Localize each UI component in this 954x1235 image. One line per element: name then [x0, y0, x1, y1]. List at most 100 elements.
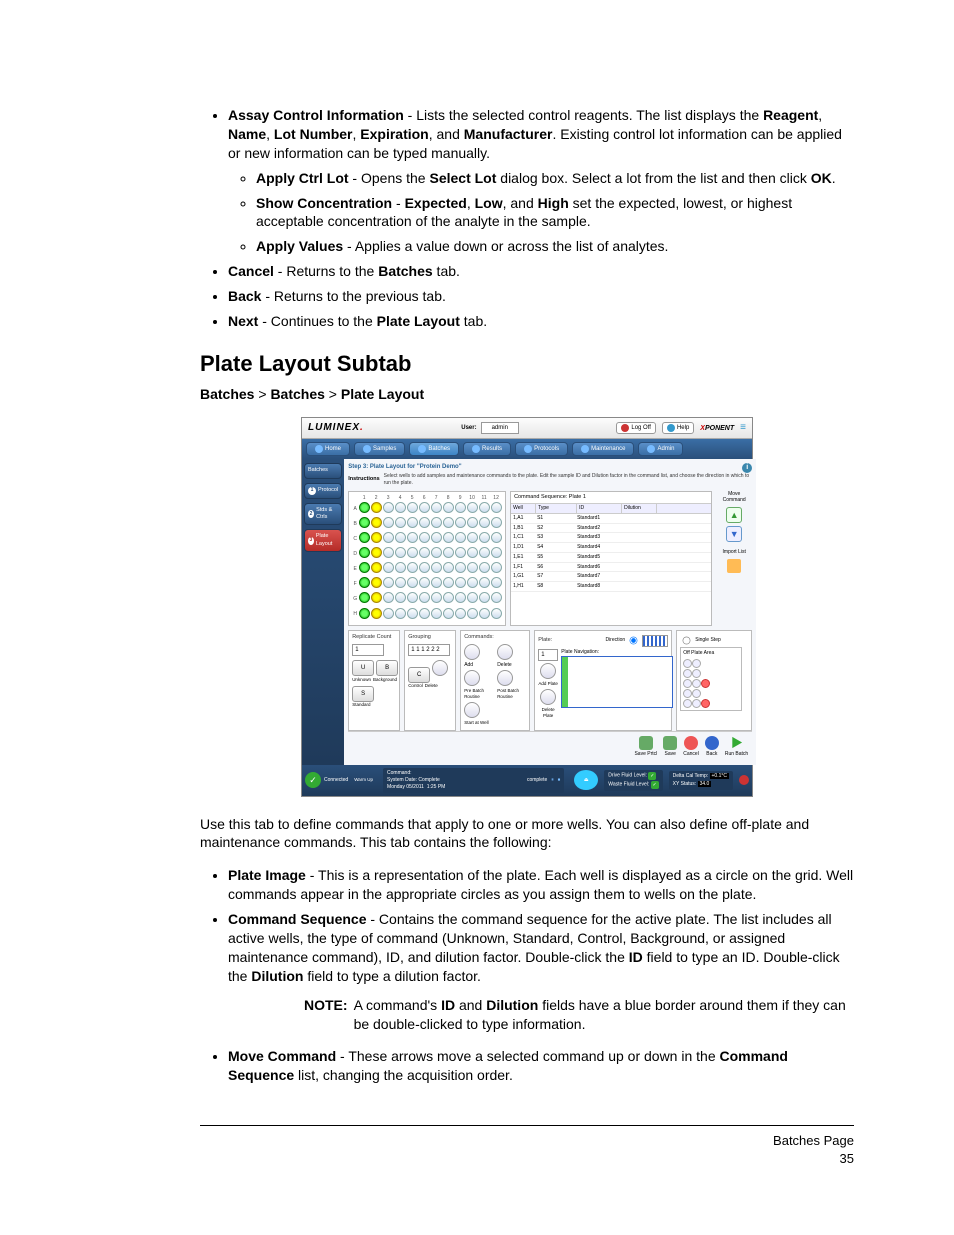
well-B12[interactable] [491, 517, 502, 528]
well-G5[interactable] [407, 592, 418, 603]
well-B2[interactable] [371, 517, 382, 528]
prebatch-button[interactable] [464, 670, 480, 686]
plate-navigation[interactable] [561, 656, 673, 708]
back-button[interactable]: Back [705, 736, 719, 758]
well-B6[interactable] [419, 517, 430, 528]
delete-icon[interactable] [432, 660, 448, 676]
sidebar-batches[interactable]: Batches [304, 463, 342, 478]
well-D12[interactable] [491, 547, 502, 558]
well-G11[interactable] [479, 592, 490, 603]
well-C10[interactable] [467, 532, 478, 543]
seq-row[interactable]: 1,D1S4Standard4 [511, 543, 711, 553]
well-A7[interactable] [431, 502, 442, 513]
well-C2[interactable] [371, 532, 382, 543]
well-A5[interactable] [407, 502, 418, 513]
plate-image[interactable]: 123456789101112ABCDEFGH [348, 491, 506, 627]
well-F8[interactable] [443, 577, 454, 588]
well-A4[interactable] [395, 502, 406, 513]
well-E8[interactable] [443, 562, 454, 573]
well-D6[interactable] [419, 547, 430, 558]
well-F4[interactable] [395, 577, 406, 588]
well-H12[interactable] [491, 608, 502, 619]
well-H3[interactable] [383, 608, 394, 619]
well-B4[interactable] [395, 517, 406, 528]
well-A10[interactable] [467, 502, 478, 513]
well-E12[interactable] [491, 562, 502, 573]
well-G1[interactable] [359, 592, 370, 603]
well-H6[interactable] [419, 608, 430, 619]
help-button[interactable]: Help [662, 422, 694, 434]
well-C11[interactable] [479, 532, 490, 543]
well-F2[interactable] [371, 577, 382, 588]
well-C5[interactable] [407, 532, 418, 543]
well-G7[interactable] [431, 592, 442, 603]
well-A3[interactable] [383, 502, 394, 513]
well-E2[interactable] [371, 562, 382, 573]
well-F1[interactable] [359, 577, 370, 588]
dir-horiz-radio[interactable] [630, 637, 638, 645]
well-D2[interactable] [371, 547, 382, 558]
menu-icon[interactable]: ≡ [740, 421, 746, 435]
well-E9[interactable] [455, 562, 466, 573]
sidebar-protocol[interactable]: 1Protocol [304, 483, 342, 499]
seq-row[interactable]: 1,G1S7Standard7 [511, 572, 711, 582]
logoff-button[interactable]: Log Off [616, 422, 656, 434]
sidebar-stds-ctrls[interactable]: 2Stds & Ctrls [304, 503, 342, 526]
seq-row[interactable]: 1,B1S2Standard2 [511, 524, 711, 534]
well-A11[interactable] [479, 502, 490, 513]
well-B8[interactable] [443, 517, 454, 528]
well-B1[interactable] [359, 517, 370, 528]
well-C8[interactable] [443, 532, 454, 543]
well-C4[interactable] [395, 532, 406, 543]
startat-button[interactable] [464, 702, 480, 718]
well-D4[interactable] [395, 547, 406, 558]
delete-plate-button[interactable] [540, 689, 556, 705]
well-E10[interactable] [467, 562, 478, 573]
well-D10[interactable] [467, 547, 478, 558]
well-G8[interactable] [443, 592, 454, 603]
well-G2[interactable] [371, 592, 382, 603]
well-H11[interactable] [479, 608, 490, 619]
well-C12[interactable] [491, 532, 502, 543]
sidebar-plate-layout[interactable]: 3Plate Layout [304, 529, 342, 552]
well-H2[interactable] [371, 608, 382, 619]
power-icon[interactable] [739, 775, 749, 785]
postbatch-button[interactable] [497, 670, 513, 686]
well-H9[interactable] [455, 608, 466, 619]
well-E7[interactable] [431, 562, 442, 573]
well-D1[interactable] [359, 547, 370, 558]
background-button[interactable]: B [376, 660, 398, 676]
nav-maintenance[interactable]: Maintenance [572, 442, 634, 456]
cancel-button[interactable]: Cancel [683, 736, 699, 758]
nav-admin[interactable]: Admin [638, 442, 683, 456]
nav-home[interactable]: Home [306, 442, 350, 456]
stop-icon[interactable]: ⏹ [558, 777, 561, 784]
save-prtcl-button[interactable]: Save Prtcl [634, 736, 657, 758]
well-G4[interactable] [395, 592, 406, 603]
well-H7[interactable] [431, 608, 442, 619]
well-E11[interactable] [479, 562, 490, 573]
well-G10[interactable] [467, 592, 478, 603]
well-E1[interactable] [359, 562, 370, 573]
import-list-button[interactable] [727, 559, 741, 573]
nav-protocols[interactable]: Protocols [515, 442, 568, 456]
add-cmd-button[interactable] [464, 644, 480, 660]
well-D5[interactable] [407, 547, 418, 558]
save-button[interactable]: Save [663, 736, 677, 758]
well-H4[interactable] [395, 608, 406, 619]
well-A2[interactable] [371, 502, 382, 513]
seq-row[interactable]: 1,H1S8Standard8 [511, 582, 711, 592]
well-E6[interactable] [419, 562, 430, 573]
well-B11[interactable] [479, 517, 490, 528]
seq-row[interactable]: 1,F1S6Standard6 [511, 563, 711, 573]
well-A6[interactable] [419, 502, 430, 513]
well-G3[interactable] [383, 592, 394, 603]
well-A8[interactable] [443, 502, 454, 513]
well-D8[interactable] [443, 547, 454, 558]
run-batch-button[interactable]: Run Batch [725, 736, 748, 758]
well-E5[interactable] [407, 562, 418, 573]
well-H8[interactable] [443, 608, 454, 619]
well-B5[interactable] [407, 517, 418, 528]
well-C1[interactable] [359, 532, 370, 543]
seq-row[interactable]: 1,C1S3Standard3 [511, 533, 711, 543]
